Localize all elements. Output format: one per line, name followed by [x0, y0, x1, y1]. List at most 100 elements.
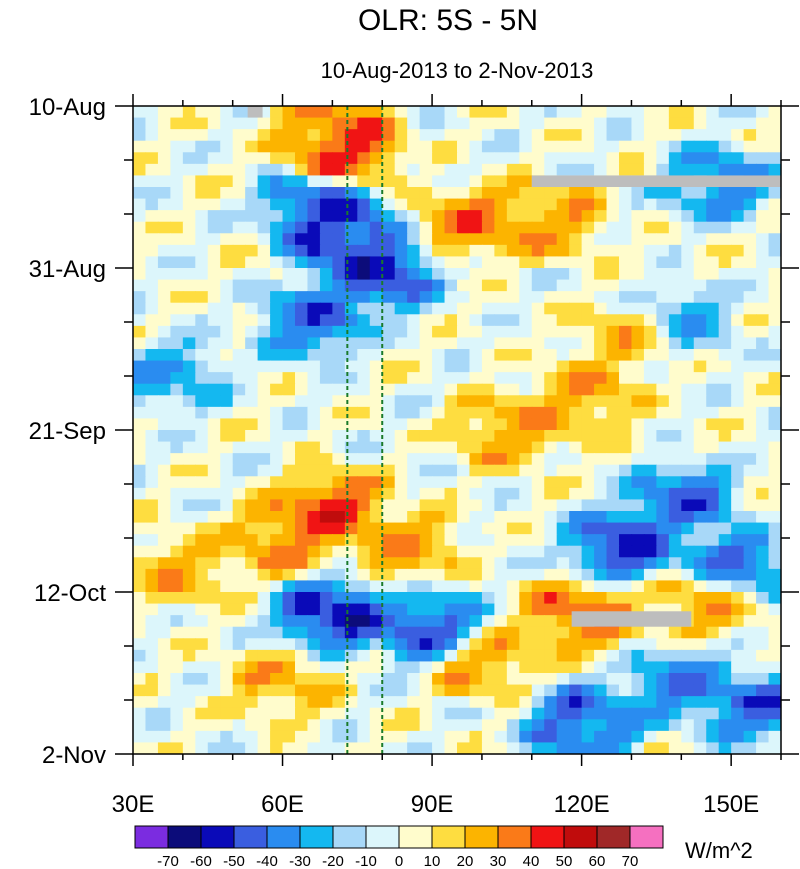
heatmap-cell [419, 568, 433, 582]
heatmap-cell [743, 638, 757, 651]
heatmap-cell [681, 210, 695, 223]
heatmap-cell [257, 117, 271, 130]
heatmap-cell [245, 244, 259, 258]
heatmap-cell [656, 418, 670, 431]
heatmap-cell [207, 592, 221, 605]
heatmap-cell [731, 129, 745, 142]
heatmap-cell [357, 418, 371, 431]
heatmap-cell [369, 730, 383, 744]
heatmap-cell [506, 244, 520, 258]
heatmap-cell [207, 684, 221, 697]
heatmap-cell [481, 476, 495, 489]
heatmap-cell [494, 244, 508, 258]
heatmap-cell [718, 152, 732, 165]
heatmap-cell [307, 441, 321, 454]
heatmap-cell [643, 511, 657, 524]
heatmap-cell [182, 730, 196, 744]
heatmap-cell [332, 337, 346, 350]
heatmap-cell [307, 268, 321, 281]
heatmap-cell [282, 684, 296, 697]
heatmap-cell [706, 707, 720, 720]
heatmap-cell [220, 603, 234, 616]
heatmap-cell [382, 545, 396, 558]
heatmap-cell [394, 638, 408, 651]
heatmap-cell [556, 244, 570, 258]
missing-data [247, 106, 781, 627]
heatmap-cell [195, 406, 209, 420]
heatmap-cell [419, 557, 433, 570]
heatmap-cell [594, 233, 608, 246]
heatmap-cell [606, 268, 620, 281]
heatmap-cell [282, 349, 296, 362]
heatmap-cell [656, 661, 670, 674]
heatmap-cell [307, 719, 321, 732]
heatmap-cell [220, 349, 234, 362]
heatmap-cell [494, 337, 508, 350]
heatmap-cell [506, 742, 520, 754]
heatmap-cell [731, 684, 745, 697]
heatmap-cell [170, 163, 184, 177]
heatmap-cell [432, 210, 446, 223]
heatmap-cell [756, 198, 770, 211]
heatmap-cell [182, 302, 196, 315]
heatmap-cell [157, 198, 171, 211]
heatmap-cell [319, 441, 333, 454]
heatmap-cell [731, 360, 745, 373]
heatmap-cell [394, 464, 408, 477]
heatmap-cell [606, 152, 620, 165]
heatmap-cell [768, 638, 781, 651]
heatmap-cell [344, 291, 358, 304]
heatmap-cell [319, 325, 333, 339]
heatmap-cell [531, 337, 545, 350]
heatmap-cell [506, 279, 520, 292]
heatmap-cell [257, 696, 271, 709]
heatmap-cell [556, 638, 570, 651]
heatmap-cell [681, 360, 695, 373]
heatmap-cell [569, 291, 583, 304]
colorbar-swatch [596, 825, 631, 849]
heatmap-cell [731, 302, 745, 315]
heatmap-cell [569, 256, 583, 269]
heatmap-cell [743, 418, 757, 431]
heatmap-cell [282, 383, 296, 396]
heatmap-cell [594, 661, 608, 674]
heatmap-cell [245, 580, 259, 593]
heatmap-cell [756, 163, 770, 177]
heatmap-cell [581, 719, 595, 732]
heatmap-cell [668, 152, 682, 165]
heatmap-cell [182, 279, 196, 292]
heatmap-cell [668, 453, 682, 466]
heatmap-cell [407, 592, 421, 605]
heatmap-cell [656, 256, 670, 269]
heatmap-cell [369, 256, 383, 269]
heatmap-cell [307, 198, 321, 211]
heatmap-cell [718, 719, 732, 732]
heatmap-cell [506, 418, 520, 431]
heatmap-cell [731, 106, 745, 119]
heatmap-cell [157, 661, 171, 674]
heatmap-cell [693, 511, 707, 524]
heatmap-cell [157, 337, 171, 350]
heatmap-cell [506, 430, 520, 443]
heatmap-cell [319, 476, 333, 489]
heatmap-cell [319, 742, 333, 754]
heatmap-cell [544, 615, 558, 628]
heatmap-cell [369, 279, 383, 292]
heatmap-cell [469, 129, 483, 142]
heatmap-cell [295, 742, 309, 754]
heatmap-cell [432, 661, 446, 674]
heatmap-cell [332, 418, 346, 431]
heatmap-cell [693, 696, 707, 709]
heatmap-cell [145, 603, 159, 616]
heatmap-cell [270, 638, 284, 651]
heatmap-cell [569, 673, 583, 686]
heatmap-cell [407, 568, 421, 582]
heatmap-cell [369, 418, 383, 431]
heatmap-cell [220, 673, 234, 686]
heatmap-cell [569, 198, 583, 211]
heatmap-cell [519, 719, 533, 732]
heatmap-cell [619, 673, 633, 686]
heatmap-cell [656, 742, 670, 754]
heatmap-cell [531, 684, 545, 697]
heatmap-cell [581, 464, 595, 477]
